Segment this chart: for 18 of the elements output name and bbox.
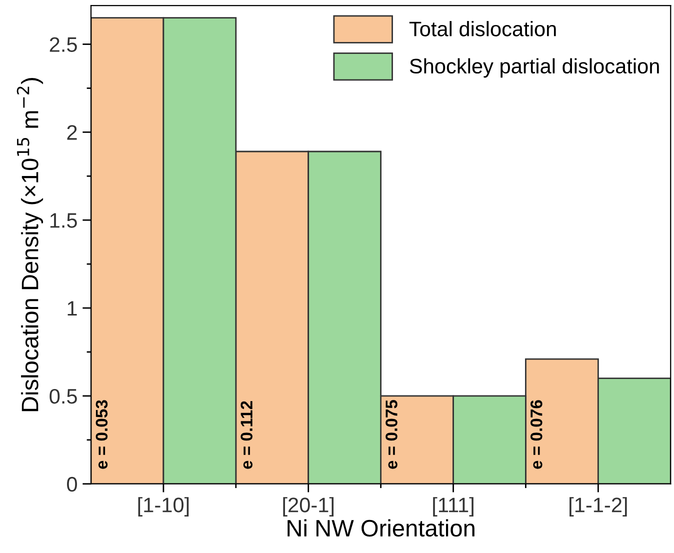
legend-label: Shockley partial dislocation <box>410 58 659 78</box>
annotation: e = 0.112 <box>240 401 252 469</box>
x-axis-title: Ni NW Orientation <box>288 519 474 537</box>
annotation: e = 0.076 <box>530 400 542 469</box>
x-tick-label: [111] <box>433 497 474 516</box>
annotation: e = 0.053 <box>96 400 108 469</box>
x-tick-label: [1-10] <box>138 497 189 516</box>
y-tick-label: 1.5 <box>50 213 77 228</box>
y-tick-label: 0 <box>67 476 77 492</box>
legend-label: Total dislocation <box>409 21 556 36</box>
y-tick-label: 0.5 <box>50 388 77 404</box>
x-tick-label: [20-1] <box>283 497 334 516</box>
y-tick-label: 2.5 <box>50 37 77 52</box>
y-tick-label: 1 <box>68 301 77 316</box>
y-axis-title: Dislocation Density (×10$^{15}$ m$^{−2}$) <box>16 78 44 412</box>
annotation: e = 0.075 <box>386 400 398 469</box>
y-tick-label: 2 <box>67 125 77 140</box>
x-tick-label: [1-1-2] <box>570 497 627 516</box>
